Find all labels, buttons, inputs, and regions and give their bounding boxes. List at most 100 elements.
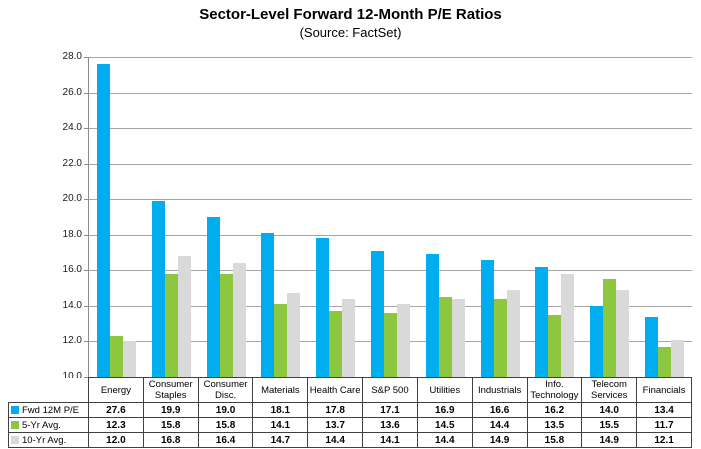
y-axis-label: 20.0 [62,193,82,205]
bar [425,254,439,377]
value-cell: 14.1 [362,432,418,448]
value-cell: 27.6 [88,402,144,418]
bar [206,217,220,377]
y-axis-tick [84,341,88,343]
bar-group-energy [89,57,144,377]
bar [109,336,123,377]
category-header: S&P 500 [362,377,418,403]
y-axis-label: 18.0 [62,228,82,240]
y-axis-label: 26.0 [62,86,82,98]
value-cell: 19.0 [197,402,254,418]
bar [548,314,562,377]
value-cell: 14.9 [581,432,638,448]
table-row: 5-Yr Avg. 12.3 15.8 15.8 14.1 13.7 13.6 14.5 14.… [8,417,692,433]
value-cell: 15.8 [526,432,583,448]
table-header-row: Energy Consumer Staples Consumer Disc. Mate… [8,377,692,403]
value-cell: 16.2 [526,402,583,418]
bar [151,201,165,377]
value-cell: 18.1 [252,402,309,418]
value-cell: 16.6 [471,402,528,418]
gridline [89,92,692,94]
bar [316,238,330,377]
value-cell: 15.5 [581,417,638,433]
value-cell: 11.7 [636,417,692,433]
category-header: Financials [636,377,692,403]
category-header: Energy [88,377,144,403]
bar [506,289,520,377]
bar [451,298,465,377]
bar [383,313,397,377]
category-header: Consumer Staples [142,377,199,403]
y-axis-tick [84,92,88,94]
legend-swatch [11,435,19,444]
y-axis-label: 28.0 [62,51,82,62]
table-corner-cell [8,377,89,403]
table-row: 10-Yr Avg. 12.0 16.8 16.4 14.7 14.4 14.1 14.4 14… [8,432,692,448]
legend-label: 10-Yr Avg. [22,434,67,446]
bar [122,341,136,377]
y-axis-tick [84,234,88,236]
value-cell: 17.1 [362,402,418,418]
legend-swatch [11,420,19,429]
value-cell: 14.4 [471,417,528,433]
value-cell: 14.4 [307,432,364,448]
value-cell: 14.7 [252,432,309,448]
value-cell: 13.6 [362,417,418,433]
bar [535,266,549,377]
legend-cell: Fwd 12M P/E [8,402,89,418]
bar [177,256,191,377]
value-cell: 15.8 [142,417,199,433]
plot-area [84,57,692,378]
gridline [89,57,692,58]
category-header: Materials [252,377,309,403]
bar-group-health-care [308,57,363,377]
y-axis-label: 22.0 [62,157,82,169]
bar [370,250,384,377]
bar [329,311,343,377]
value-cell: 16.4 [197,432,254,448]
table-row: Fwd 12M P/E 27.6 19.9 19.0 18.1 17.8 17.1 16.9 1… [8,402,692,418]
legend-cell: 5-Yr Avg. [8,417,89,433]
bar-group-telecom-services [582,57,637,377]
category-header: Health Care [307,377,364,403]
category-header: Industrials [471,377,528,403]
gridline [89,163,692,165]
bar-group-materials [253,57,308,377]
gridline [89,305,692,307]
legend-cell: 10-Yr Avg. [8,432,89,448]
value-cell: 15.8 [197,417,254,433]
value-cell: 12.3 [88,417,144,433]
category-header: Utilities [416,377,473,403]
value-cell: 19.9 [142,402,199,418]
value-cell: 16.9 [416,402,473,418]
y-axis-tick [84,270,88,272]
bar [658,346,672,377]
value-cell: 13.4 [636,402,692,418]
bar [561,273,575,377]
value-cell: 14.9 [471,432,528,448]
y-axis-tick [84,163,88,165]
legend-label: Fwd 12M P/E [22,404,80,416]
gridline [89,270,692,272]
value-cell: 14.5 [416,417,473,433]
gridline [89,199,692,201]
y-axis-label: 24.0 [62,122,82,134]
category-header: Info. Technology [526,377,583,403]
bar-group-utilities [418,57,473,377]
category-header: Consumer Disc. [197,377,254,403]
bar-group-industrials [473,57,528,377]
legend-swatch [11,405,19,414]
bar [645,316,659,377]
bar-group-info-technology [528,57,583,377]
y-axis-tick [84,305,88,307]
bar-groups [89,57,692,377]
bar-group-financials [637,57,692,377]
bar [603,279,617,377]
y-axis-label: 14.0 [62,299,82,311]
value-cell: 14.4 [416,432,473,448]
y-axis-tick [84,199,88,201]
value-cell: 12.1 [636,432,692,448]
y-axis-label: 12.0 [62,335,82,347]
y-axis-tick [84,57,88,58]
